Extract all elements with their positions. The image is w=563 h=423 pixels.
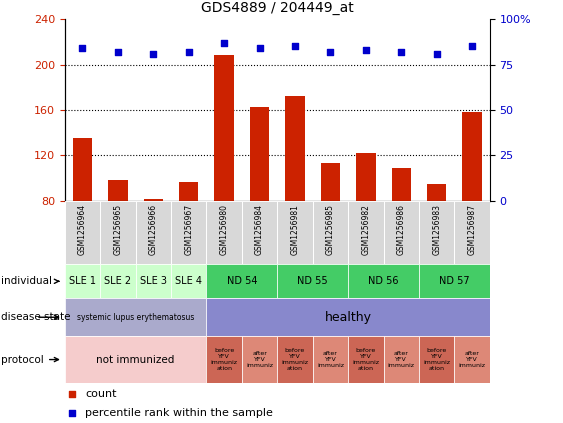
Point	[220, 39, 229, 46]
Bar	[100, 201, 136, 264]
Title: GDS4889 / 204449_at: GDS4889 / 204449_at	[201, 1, 354, 15]
Bar	[427, 184, 446, 201]
Text: percentile rank within the sample: percentile rank within the sample	[85, 408, 273, 418]
Bar	[278, 336, 312, 383]
Bar	[312, 201, 348, 264]
Bar	[383, 336, 419, 383]
Text: GSM1256985: GSM1256985	[326, 204, 335, 255]
Bar	[207, 336, 242, 383]
Text: after
YFV
immuniz: after YFV immuniz	[246, 351, 273, 368]
Bar	[454, 201, 490, 264]
Point	[68, 409, 77, 416]
Text: disease state: disease state	[1, 312, 71, 322]
Point	[255, 45, 264, 52]
Bar	[356, 153, 376, 201]
Text: individual: individual	[1, 276, 59, 286]
Point	[113, 48, 122, 55]
Bar	[454, 336, 490, 383]
Bar	[242, 201, 277, 264]
Point	[291, 43, 300, 50]
Bar	[348, 264, 419, 298]
Text: before
YFV
immuniz
ation: before YFV immuniz ation	[282, 349, 309, 371]
Point	[149, 50, 158, 57]
Bar	[100, 264, 136, 298]
Text: count: count	[85, 389, 117, 399]
Bar	[312, 336, 348, 383]
Text: ND 57: ND 57	[439, 276, 470, 286]
Text: GSM1256986: GSM1256986	[397, 204, 406, 255]
Text: GSM1256981: GSM1256981	[291, 204, 300, 255]
Bar	[171, 264, 207, 298]
Text: GSM1256983: GSM1256983	[432, 204, 441, 255]
Bar	[250, 107, 269, 201]
Bar	[348, 336, 383, 383]
Bar	[419, 264, 490, 298]
Point	[397, 48, 406, 55]
Bar	[278, 201, 312, 264]
Bar	[207, 298, 490, 336]
Bar	[391, 168, 411, 201]
Point	[68, 391, 77, 398]
Bar	[462, 112, 482, 201]
Bar	[144, 199, 163, 201]
Text: SLE 3: SLE 3	[140, 276, 167, 286]
Text: systemic lupus erythematosus: systemic lupus erythematosus	[77, 313, 194, 322]
Text: after
YFV
immuniz: after YFV immuniz	[317, 351, 344, 368]
Text: SLE 1: SLE 1	[69, 276, 96, 286]
Text: SLE 2: SLE 2	[104, 276, 131, 286]
Text: ND 55: ND 55	[297, 276, 328, 286]
Bar	[207, 264, 278, 298]
Point	[184, 48, 193, 55]
Text: GSM1256987: GSM1256987	[468, 204, 477, 255]
Text: GSM1256980: GSM1256980	[220, 204, 229, 255]
Text: healthy: healthy	[325, 311, 372, 324]
Text: before
YFV
immuniz
ation: before YFV immuniz ation	[423, 349, 450, 371]
Point	[361, 47, 370, 53]
Point	[78, 45, 87, 52]
Point	[468, 43, 477, 50]
Text: SLE 4: SLE 4	[175, 276, 202, 286]
Text: protocol: protocol	[1, 354, 59, 365]
Text: GSM1256967: GSM1256967	[184, 204, 193, 255]
Bar	[419, 336, 454, 383]
Bar	[65, 298, 207, 336]
Bar	[136, 201, 171, 264]
Point	[326, 48, 335, 55]
Bar	[285, 96, 305, 201]
Bar	[136, 264, 171, 298]
Bar	[207, 201, 242, 264]
Text: GSM1256984: GSM1256984	[255, 204, 264, 255]
Bar	[179, 181, 199, 201]
Bar	[242, 336, 277, 383]
Bar	[215, 55, 234, 201]
Bar	[65, 336, 207, 383]
Bar	[383, 201, 419, 264]
Text: after
YFV
immuniz: after YFV immuniz	[388, 351, 415, 368]
Text: ND 56: ND 56	[368, 276, 399, 286]
Bar	[65, 201, 100, 264]
Bar	[65, 264, 100, 298]
Bar	[348, 201, 383, 264]
Text: before
YFV
immuniz
ation: before YFV immuniz ation	[352, 349, 379, 371]
Text: after
YFV
immuniz: after YFV immuniz	[459, 351, 486, 368]
Text: not immunized: not immunized	[96, 354, 175, 365]
Point	[432, 50, 441, 57]
Bar	[171, 201, 207, 264]
Text: before
YFV
immuniz
ation: before YFV immuniz ation	[211, 349, 238, 371]
Bar	[73, 138, 92, 201]
Text: GSM1256964: GSM1256964	[78, 204, 87, 255]
Text: ND 54: ND 54	[226, 276, 257, 286]
Text: GSM1256965: GSM1256965	[113, 204, 122, 255]
Text: GSM1256982: GSM1256982	[361, 204, 370, 255]
Bar	[419, 201, 454, 264]
Bar	[108, 181, 128, 201]
Bar	[278, 264, 348, 298]
Bar	[321, 163, 340, 201]
Text: GSM1256966: GSM1256966	[149, 204, 158, 255]
